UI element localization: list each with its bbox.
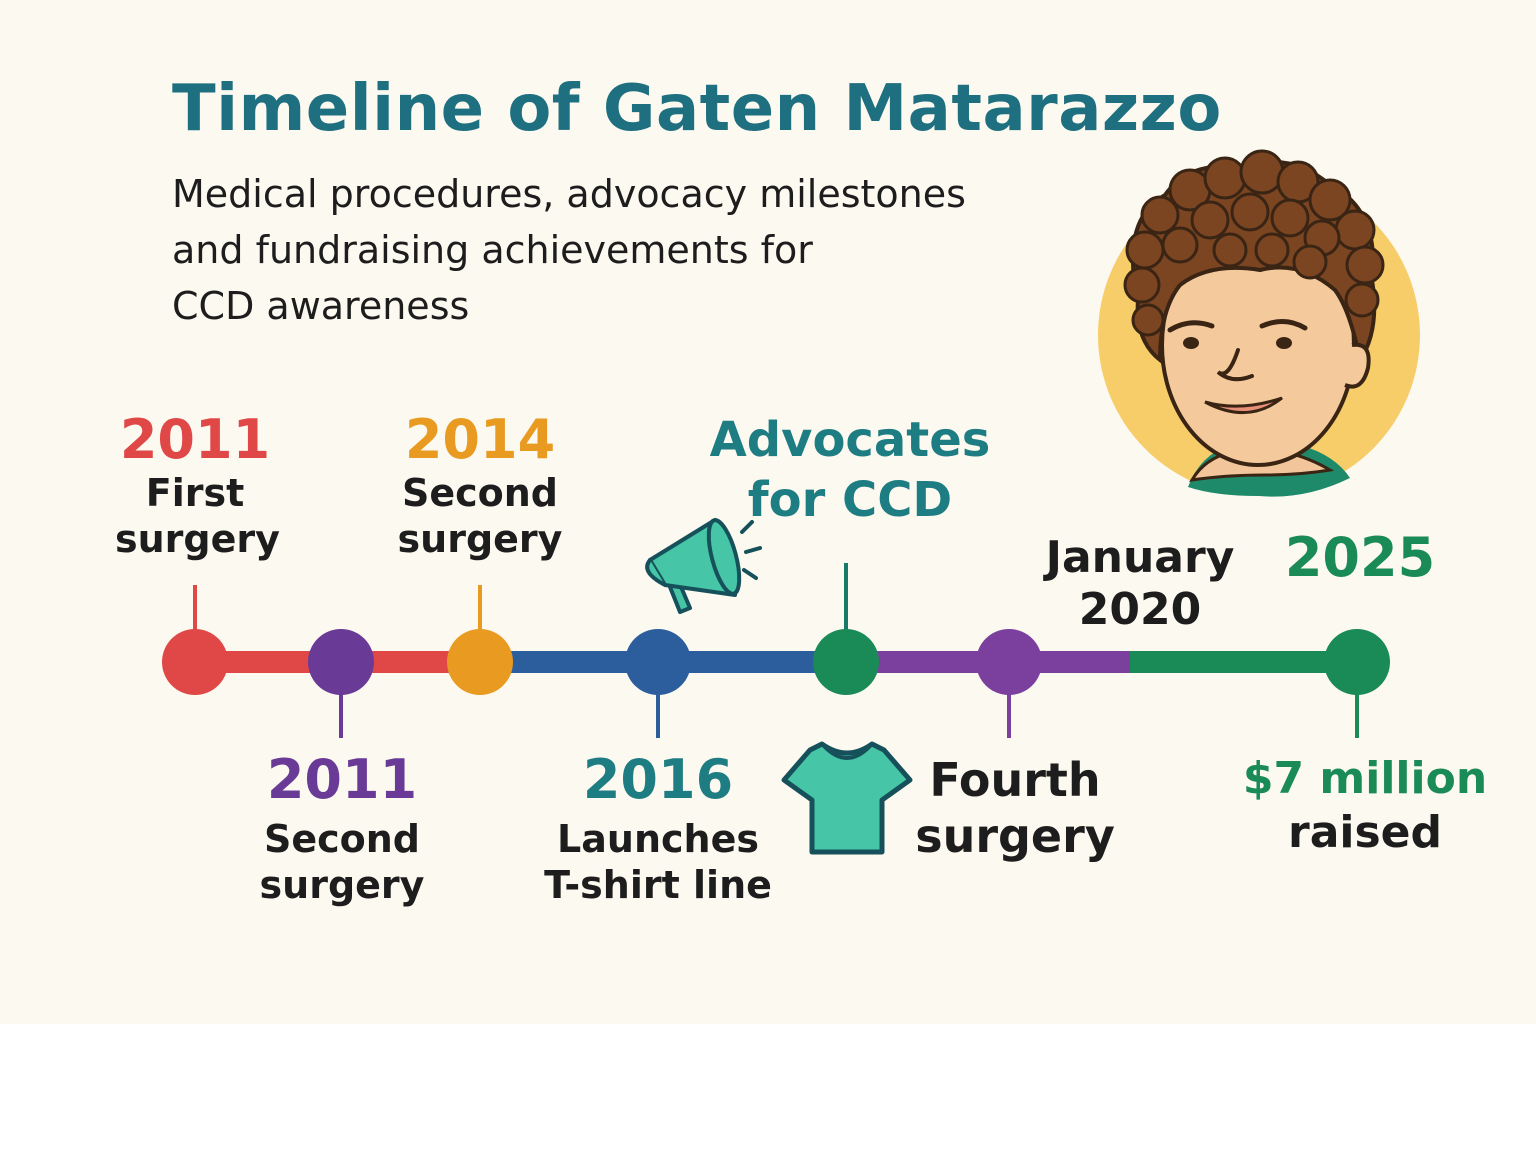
megaphone-icon (645, 518, 762, 614)
event-description: Second (263, 817, 421, 861)
timeline-graphic (162, 149, 1420, 855)
event-year: 2014 (404, 408, 556, 471)
timeline-node (162, 629, 228, 695)
subtitle-line: CCD awareness (172, 284, 470, 328)
subtitle: Medical procedures, advocacy milestones … (172, 166, 1072, 334)
event-description: surgery (259, 863, 425, 907)
event-description: Advocates (709, 412, 991, 468)
event-description: First (145, 471, 245, 515)
event-description: $7 million (1242, 753, 1488, 804)
event-fourth-surgery: Fourth surgery (900, 752, 1130, 864)
event-description: Launches (557, 817, 759, 861)
timeline-node (308, 629, 374, 695)
subtitle-line: and fundraising achievements for (172, 228, 813, 272)
event-2011-first-surgery: 2011 First surgery (115, 408, 280, 562)
event-2011-second-surgery: 2011 Second surgery (242, 750, 442, 908)
event-year: 2016 (582, 748, 734, 811)
event-description: T-shirt line (544, 863, 772, 907)
event-description: surgery (915, 809, 1115, 863)
event-date: 2020 (1078, 584, 1202, 635)
event-7-million-raised: $7 million raised (1230, 752, 1500, 860)
page-title: Timeline of Gaten Matarazzo (172, 72, 1222, 146)
event-description: raised (1288, 807, 1442, 858)
event-year: 2011 (119, 408, 271, 471)
event-january-2020: January 2020 (1030, 532, 1250, 636)
timeline-node (976, 629, 1042, 695)
timeline-node (1324, 629, 1390, 695)
timeline-node (625, 629, 691, 695)
portrait-illustration (1098, 149, 1420, 497)
event-description: Second (401, 471, 559, 515)
subtitle-line: Medical procedures, advocacy milestones (172, 172, 966, 216)
event-advocates-for-ccd: Advocates for CCD (690, 410, 1010, 530)
timeline-node (813, 629, 879, 695)
event-2014-second-surgery: 2014 Second surgery (380, 410, 580, 562)
event-2025-year: 2025 (1270, 528, 1450, 588)
event-description: for CCD (747, 472, 953, 528)
timeline-node (447, 629, 513, 695)
event-year: 2011 (266, 748, 418, 811)
event-description: surgery (115, 517, 280, 561)
event-year: 2025 (1284, 526, 1436, 589)
event-date: January (1045, 532, 1235, 583)
event-description: surgery (397, 517, 563, 561)
event-description: Fourth (929, 753, 1101, 807)
t-shirt-icon (781, 741, 913, 855)
event-2016-t-shirt-line: 2016 Launches T-shirt line (538, 750, 778, 908)
infographic-canvas: Timeline of Gaten Matarazzo Medical proc… (0, 0, 1536, 1024)
